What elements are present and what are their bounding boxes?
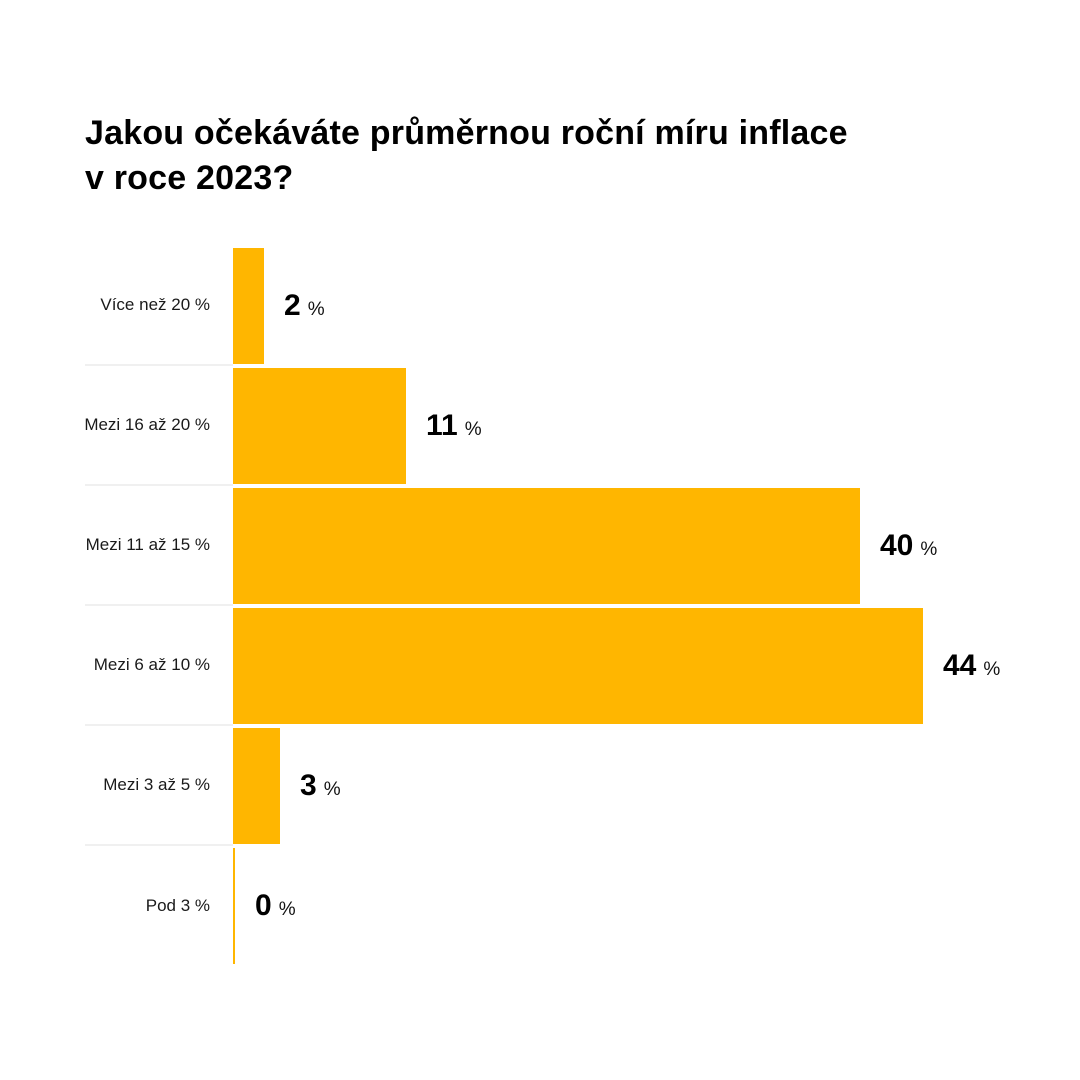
value-suffix: % <box>983 659 1001 680</box>
value-suffix: % <box>464 419 482 440</box>
bar-chart: Více než 20 % 2% Mezi 16 až 20 % 11% Mezi 11… <box>84 246 1000 966</box>
chart-row: Mezi 11 až 15 % 40% <box>85 486 1000 606</box>
bar <box>233 368 406 484</box>
chart-title: Jakou očekáváte průměrnou roční míru inf… <box>85 113 848 197</box>
bar <box>233 728 280 844</box>
category-label: Více než 20 % <box>85 246 233 366</box>
chart-row: Mezi 16 až 20 % 11% <box>84 366 1000 486</box>
value-number: 44 <box>943 649 977 682</box>
bar-cell: 3% <box>233 726 341 846</box>
value-label: 3% <box>300 769 341 803</box>
category-label: Mezi 11 až 15 % <box>85 486 233 606</box>
value-number: 2 <box>284 289 301 322</box>
value-number: 40 <box>880 529 914 562</box>
chart-row: Mezi 6 až 10 % 44% <box>85 606 1000 726</box>
value-label: 2% <box>284 289 325 323</box>
value-number: 3 <box>300 769 317 802</box>
bar <box>233 608 923 724</box>
value-suffix: % <box>307 299 325 320</box>
category-label: Mezi 6 až 10 % <box>85 606 233 726</box>
bar-cell: 2% <box>233 246 325 366</box>
value-suffix: % <box>323 779 341 800</box>
value-suffix: % <box>278 899 296 920</box>
value-label: 40% <box>880 529 937 563</box>
bar-cell: 44% <box>233 606 1000 726</box>
category-label: Pod 3 % <box>145 896 210 915</box>
value-label: 0% <box>255 889 296 923</box>
value-number: 11 <box>426 409 458 442</box>
value-number: 0 <box>255 889 272 922</box>
bar-cell: 11% <box>233 366 482 486</box>
bar-cell: 40% <box>233 486 937 606</box>
chart-row: Více než 20 % 2% <box>85 246 1000 366</box>
value-label: 11% <box>426 409 482 443</box>
value-suffix: % <box>920 539 938 560</box>
bar <box>233 248 264 364</box>
chart-row: Mezi 3 až 5 % 3% <box>85 726 1000 846</box>
value-label: 44% <box>943 649 1000 683</box>
zero-axis-line <box>233 848 235 964</box>
category-label: Mezi 3 až 5 % <box>85 726 233 846</box>
category-label: Mezi 16 až 20 % <box>84 366 233 486</box>
bar <box>233 488 860 604</box>
bar-cell: 0% <box>233 846 296 966</box>
chart-row: Pod 3 % 0% <box>85 846 1000 966</box>
